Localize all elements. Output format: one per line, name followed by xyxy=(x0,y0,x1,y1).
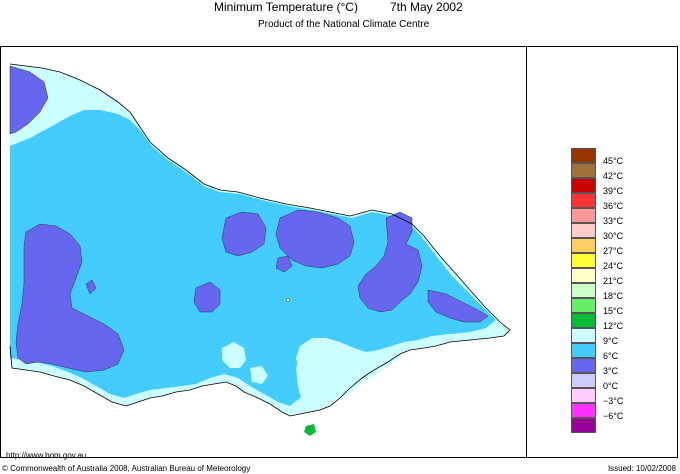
state-coastline xyxy=(9,63,511,417)
legend-label: 24°C xyxy=(603,261,624,271)
map-legend-divider xyxy=(526,46,527,458)
legend-row: −6°C xyxy=(571,403,680,421)
region-3-6-central-a xyxy=(221,211,267,257)
legend-label: 6°C xyxy=(603,351,619,361)
title-bar: Minimum Temperature (°C) 7th May 2002 xyxy=(0,0,680,16)
legend-swatch xyxy=(571,163,596,178)
legend-row: 12°C xyxy=(571,313,680,331)
legend-swatch xyxy=(571,238,596,253)
legend-swatch xyxy=(571,298,596,313)
legend-row: −3°C xyxy=(571,388,680,406)
legend-row: 15°C xyxy=(571,298,680,316)
legend-swatch xyxy=(571,208,596,223)
legend-swatch xyxy=(571,358,596,373)
legend-row: 18°C xyxy=(571,283,680,301)
legend-label: 9°C xyxy=(603,336,619,346)
legend-row: 36°C xyxy=(571,193,680,211)
legend-swatch xyxy=(571,418,596,433)
legend-label: 36°C xyxy=(603,201,624,211)
port-phillip-bay xyxy=(222,342,246,368)
map-date: 7th May 2002 xyxy=(390,0,463,14)
victoria-temperature-map xyxy=(9,63,511,436)
region-3-6-small-a xyxy=(275,255,293,273)
legend-label: 45°C xyxy=(603,156,624,166)
copyright-notice: © Commonwealth of Australia 2008, Austra… xyxy=(2,464,251,473)
legend-row: 27°C xyxy=(571,238,680,256)
region-3-6-east-a xyxy=(357,211,423,313)
legend-row: 6°C xyxy=(571,343,680,361)
legend-label: 21°C xyxy=(603,276,624,286)
region-3-6-central-c xyxy=(193,281,221,313)
region-9-12-south xyxy=(296,340,400,410)
legend-label: 27°C xyxy=(603,246,624,256)
region-3-6-northwest xyxy=(9,65,49,135)
source-url: http://www.bom.gov.au xyxy=(6,451,87,460)
region-3-6-central-b xyxy=(275,209,355,269)
legend-swatch xyxy=(571,193,596,208)
legend-swatch xyxy=(571,373,596,388)
legend-label: 3°C xyxy=(603,366,619,376)
legend-label: 39°C xyxy=(603,186,624,196)
legend-label: 12°C xyxy=(603,321,624,331)
legend-row: 30°C xyxy=(571,223,680,241)
legend-label: −3°C xyxy=(603,396,624,406)
legend-swatch xyxy=(571,388,596,403)
legend-label: 18°C xyxy=(603,291,624,301)
legend-swatch xyxy=(571,328,596,343)
legend-swatch xyxy=(571,253,596,268)
legend-label: 0°C xyxy=(603,381,619,391)
legend-swatch xyxy=(571,343,596,358)
legend-row: 33°C xyxy=(571,208,680,226)
legend-label: −6°C xyxy=(603,411,624,421)
legend-row: 0°C xyxy=(571,373,680,391)
melbourne-point xyxy=(286,298,290,302)
legend-row: 24°C xyxy=(571,253,680,271)
region-3-6-west xyxy=(15,223,125,373)
legend-swatch xyxy=(571,313,596,328)
legend-label: 33°C xyxy=(603,216,624,226)
legend-label: 42°C xyxy=(603,171,624,181)
map-frame xyxy=(0,46,678,458)
legend-row: 42°C xyxy=(571,163,680,181)
region-3-6-east-b xyxy=(427,289,489,323)
region-12-15-promontory xyxy=(304,424,316,436)
legend-swatch xyxy=(571,403,596,418)
map-title: Minimum Temperature (°C) xyxy=(214,0,358,14)
legend-row xyxy=(571,418,680,433)
region-6-9 xyxy=(10,110,496,406)
region-3-6-small-b xyxy=(85,279,97,295)
legend-row: 39°C xyxy=(571,178,680,196)
western-port xyxy=(250,366,268,384)
issued-date: Issued: 10/02/2008 xyxy=(607,464,676,473)
legend-row: 9°C xyxy=(571,328,680,346)
legend-swatch xyxy=(571,268,596,283)
legend-swatch xyxy=(571,178,596,193)
legend-swatch xyxy=(571,223,596,238)
legend-row: 45°C xyxy=(571,148,680,166)
legend-swatch xyxy=(571,283,596,298)
legend-label: 15°C xyxy=(603,306,624,316)
legend-label: 30°C xyxy=(603,231,624,241)
temperature-legend: 45°C 42°C 39°C 36°C 33°C 30°C 27°C 24°C 21°C 18°C… xyxy=(571,148,680,433)
legend-row: 21°C xyxy=(571,268,680,286)
legend-row: 3°C xyxy=(571,358,680,376)
map-subtitle: Product of the National Climate Centre xyxy=(258,19,430,30)
legend-swatch xyxy=(571,148,596,163)
